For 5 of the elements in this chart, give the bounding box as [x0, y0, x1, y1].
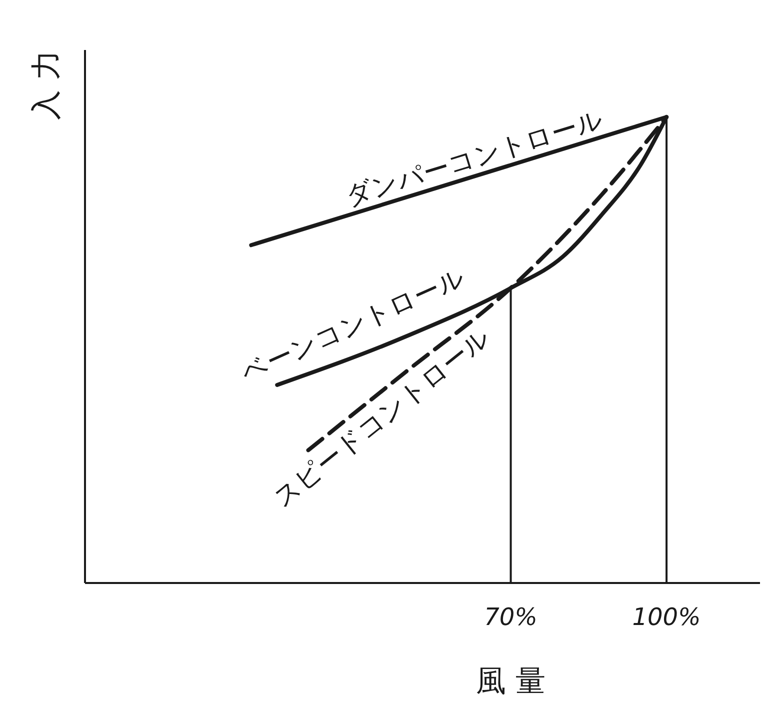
text: ダンパーコントロール [342, 104, 608, 212]
y-axis-title: 入 力 [29, 50, 64, 120]
x-axis-title: 風 量 [476, 664, 546, 699]
x-tick-label: 100% [632, 603, 701, 631]
x-tick-label: 70% [484, 603, 538, 631]
